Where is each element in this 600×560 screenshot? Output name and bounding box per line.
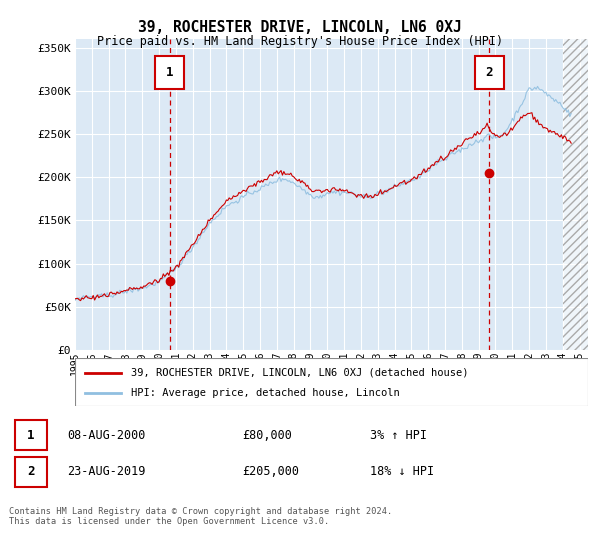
Text: 39, ROCHESTER DRIVE, LINCOLN, LN6 0XJ: 39, ROCHESTER DRIVE, LINCOLN, LN6 0XJ xyxy=(138,20,462,35)
Text: 1: 1 xyxy=(166,67,173,80)
FancyBboxPatch shape xyxy=(75,358,588,406)
Text: Price paid vs. HM Land Registry's House Price Index (HPI): Price paid vs. HM Land Registry's House … xyxy=(97,35,503,48)
Bar xyxy=(563,39,588,350)
Text: 1: 1 xyxy=(27,429,35,442)
Text: £205,000: £205,000 xyxy=(242,465,299,478)
FancyBboxPatch shape xyxy=(155,57,184,89)
Text: Contains HM Land Registry data © Crown copyright and database right 2024.
This d: Contains HM Land Registry data © Crown c… xyxy=(9,507,392,526)
FancyBboxPatch shape xyxy=(475,57,504,89)
Text: 08-AUG-2000: 08-AUG-2000 xyxy=(67,429,146,442)
Text: 2: 2 xyxy=(485,67,493,80)
Text: 3% ↑ HPI: 3% ↑ HPI xyxy=(370,429,427,442)
Text: 18% ↓ HPI: 18% ↓ HPI xyxy=(370,465,434,478)
Text: HPI: Average price, detached house, Lincoln: HPI: Average price, detached house, Linc… xyxy=(131,388,400,398)
Text: £80,000: £80,000 xyxy=(242,429,292,442)
FancyBboxPatch shape xyxy=(15,420,47,450)
FancyBboxPatch shape xyxy=(15,456,47,487)
Text: 39, ROCHESTER DRIVE, LINCOLN, LN6 0XJ (detached house): 39, ROCHESTER DRIVE, LINCOLN, LN6 0XJ (d… xyxy=(131,368,469,377)
Text: 23-AUG-2019: 23-AUG-2019 xyxy=(67,465,146,478)
Text: 2: 2 xyxy=(27,465,35,478)
